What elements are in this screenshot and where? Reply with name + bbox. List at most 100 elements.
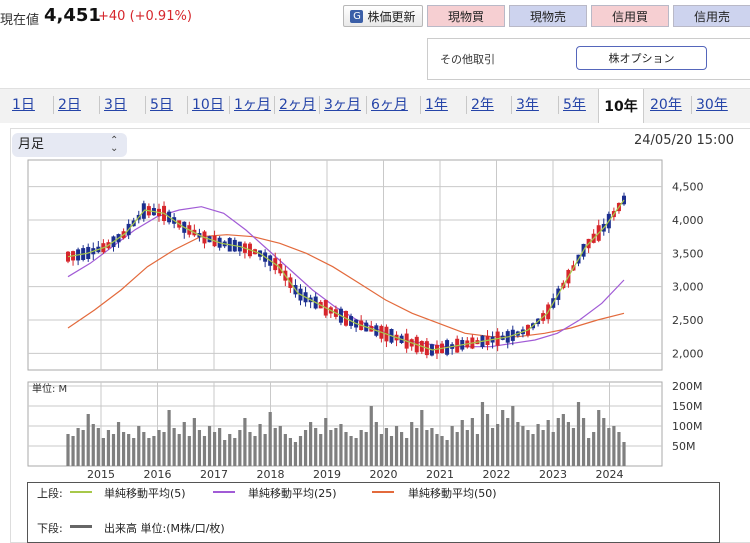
volume-bar (430, 428, 434, 466)
chart-timestamp: 24/05/20 15:00 (634, 133, 734, 148)
volume-bar (617, 432, 621, 466)
legend-sma50: 単純移動平均(50) (408, 487, 497, 500)
tab-active-period[interactable]: 10年 (598, 89, 644, 123)
volume-bar (192, 418, 196, 466)
volume-bar (364, 432, 368, 466)
volume-bar (490, 428, 495, 466)
volume-bar (465, 430, 469, 466)
volume-bar (440, 436, 444, 466)
price-tick-label: 4,500 (672, 181, 704, 194)
volume-bar (379, 434, 383, 466)
volume-bar (571, 428, 576, 466)
period-tab[interactable]: 5日 (150, 97, 173, 113)
volume-bar (521, 426, 525, 466)
period-tab[interactable]: 30年 (696, 97, 728, 113)
volume-bar (551, 432, 555, 466)
price-change: +40 (+0.91%) (98, 9, 192, 24)
x-tick-label: 2015 (87, 468, 115, 481)
period-tab[interactable]: 3ヶ月 (324, 97, 361, 113)
volume-bar (369, 406, 373, 466)
volume-bar (278, 426, 282, 466)
volume-bar (248, 432, 252, 466)
period-tab[interactable]: 10日 (192, 97, 224, 113)
cash-sell-button[interactable]: 現物売 (509, 5, 587, 27)
period-tab[interactable]: 5年 (563, 97, 586, 113)
tab-separator (53, 96, 54, 114)
period-tab[interactable]: 2ヶ月 (279, 97, 316, 113)
stock-option-button[interactable]: 株オプション (576, 46, 707, 70)
volume-bar (314, 428, 318, 466)
volume-bar (460, 420, 464, 466)
volume-bar (587, 438, 591, 466)
interval-select-value: 月足 (18, 137, 45, 152)
volume-bar (253, 436, 257, 466)
period-tab[interactable]: 6ヶ月 (371, 97, 408, 113)
volume-bar (400, 432, 404, 466)
volume-bar (66, 434, 70, 466)
volume-bar (359, 430, 363, 466)
tab-separator (145, 96, 146, 114)
period-tab[interactable]: 3年 (516, 97, 539, 113)
volume-bar (339, 424, 343, 466)
period-tab[interactable]: 1ヶ月 (234, 97, 271, 113)
volume-bar (354, 438, 358, 466)
volume-bar (91, 424, 95, 466)
refresh-icon: G (350, 9, 364, 23)
tab-separator (187, 96, 188, 114)
volume-bar (541, 430, 545, 466)
price-tick-label: 4,000 (672, 214, 704, 227)
volume-bar (283, 434, 287, 466)
volume-bar (212, 432, 217, 466)
volume-bar (445, 440, 449, 466)
interval-select[interactable]: 月足 (12, 133, 127, 157)
period-tab[interactable]: 1年 (425, 97, 448, 113)
volume-bar (96, 428, 100, 466)
volume-bar (410, 422, 414, 466)
period-tab[interactable]: 2年 (471, 97, 494, 113)
tab-separator (420, 96, 421, 114)
volume-bar (303, 430, 308, 466)
volume-bar (207, 426, 212, 466)
refresh-price-button[interactable]: G 株価更新 (343, 5, 423, 27)
volume-bar (263, 434, 267, 466)
margin-buy-button[interactable]: 信用買 (591, 5, 669, 27)
volume-bar (142, 432, 146, 466)
current-price-label: 現在値 (0, 13, 40, 28)
volume-bar (273, 428, 277, 466)
volume-bar (506, 418, 510, 466)
volume-bar (293, 442, 298, 466)
x-tick-label: 2019 (313, 468, 341, 481)
legend-upper-label: 上段: (37, 487, 63, 500)
volume-bar (344, 432, 348, 466)
period-tab[interactable]: 2日 (58, 97, 81, 113)
period-tab[interactable]: 20年 (650, 97, 682, 113)
legend-sma5: 単純移動平均(5) (104, 487, 186, 500)
period-tab[interactable]: 3日 (104, 97, 127, 113)
volume-bar (450, 426, 454, 466)
x-tick-label: 2020 (370, 468, 398, 481)
price-tick-label: 2,000 (672, 347, 704, 360)
margin-sell-button[interactable]: 信用売 (673, 5, 750, 27)
x-tick-label: 2018 (257, 468, 285, 481)
volume-bar (132, 438, 136, 466)
volume-bar (137, 426, 141, 466)
volume-bar (71, 436, 75, 466)
volume-bar (127, 434, 131, 466)
volume-bar (111, 434, 116, 466)
price-tick-label: 3,000 (672, 281, 704, 294)
volume-tick-label: 200M (672, 380, 703, 393)
volume-bar (556, 418, 560, 466)
volume-tick-label: 100M (672, 420, 703, 433)
volume-bar (101, 438, 105, 466)
sma50-line (67, 234, 625, 338)
volume-bar (324, 418, 328, 466)
volume-bar (202, 436, 207, 466)
volume-bar (152, 436, 156, 466)
legend-lower-label: 下段: (37, 522, 63, 535)
volume-bar (435, 434, 439, 466)
volume-bar (531, 434, 535, 466)
period-tab[interactable]: 1日 (12, 97, 35, 113)
volume-bar (622, 442, 626, 466)
sma5-line (67, 199, 625, 351)
cash-buy-button[interactable]: 現物買 (427, 5, 505, 27)
